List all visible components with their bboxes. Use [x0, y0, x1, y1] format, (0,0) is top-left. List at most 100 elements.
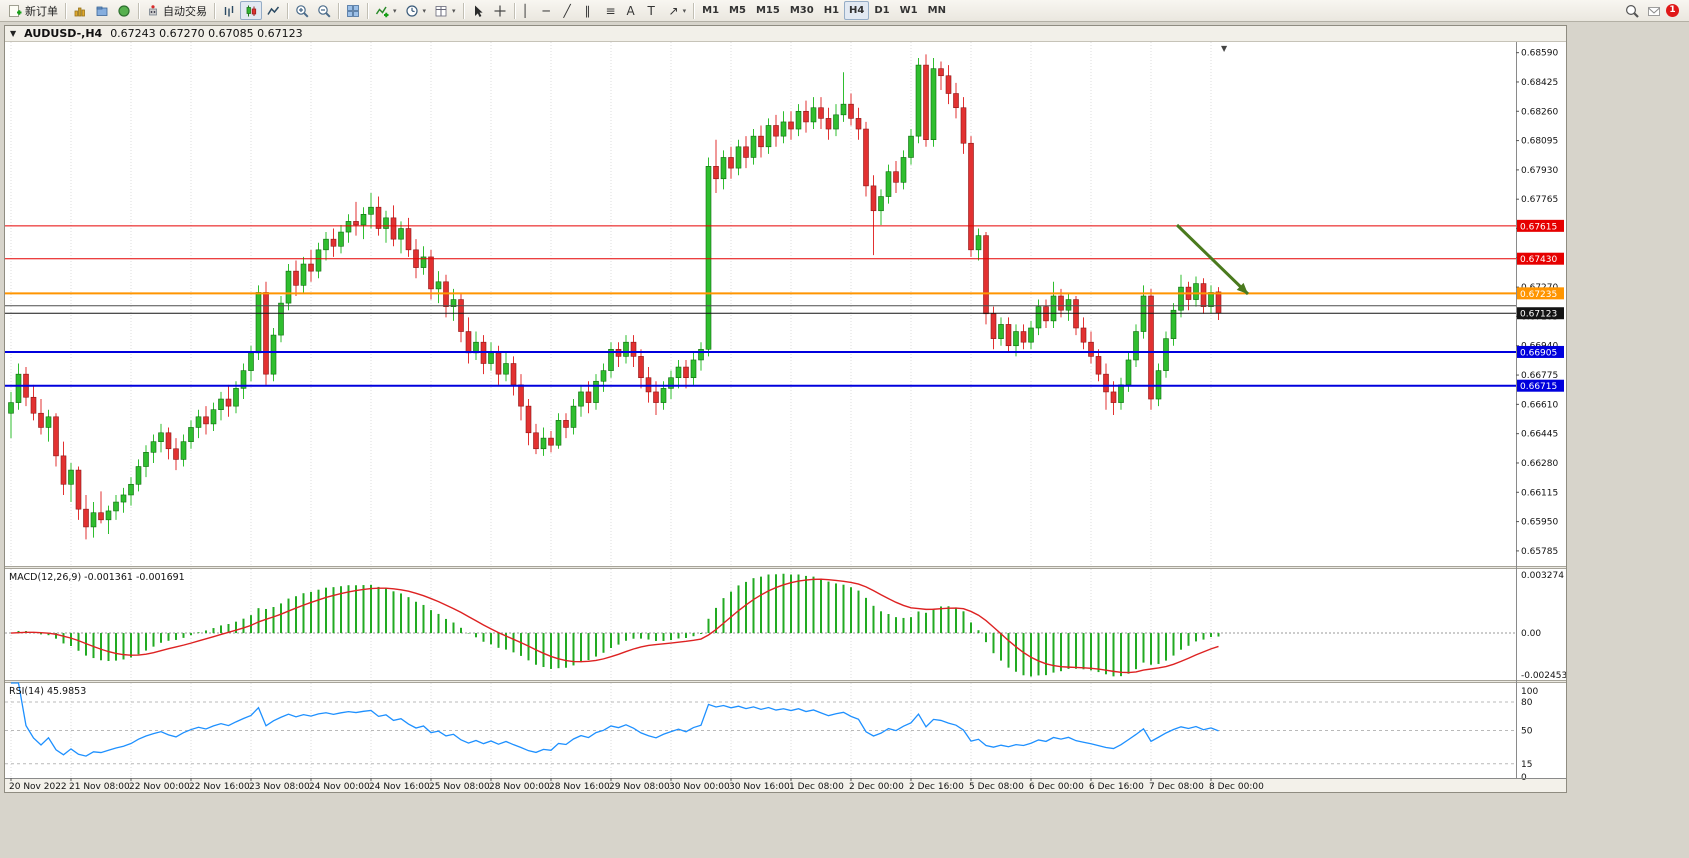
- svg-text:0.66445: 0.66445: [1521, 430, 1558, 440]
- svg-text:0.003274: 0.003274: [1521, 571, 1564, 581]
- svg-text:21 Nov 08:00: 21 Nov 08:00: [69, 782, 130, 792]
- timeframe-d1-button[interactable]: D1: [869, 1, 894, 20]
- arrows-icon: ↗: [668, 3, 679, 18]
- toolbar-chart-bars-button[interactable]: [218, 1, 240, 20]
- toolbar-templates-button[interactable]: ▾: [430, 1, 460, 20]
- svg-text:0.67930: 0.67930: [1521, 166, 1558, 176]
- svg-text:0.68095: 0.68095: [1521, 137, 1558, 147]
- svg-text:20 Nov 2022: 20 Nov 2022: [9, 782, 67, 792]
- search-icon: [1625, 4, 1639, 18]
- vertical-line-icon: │: [521, 3, 529, 18]
- svg-text:30 Nov 00:00: 30 Nov 00:00: [669, 782, 730, 792]
- toolbar-zoom-in-button[interactable]: [291, 1, 313, 20]
- timeframe-h4-button[interactable]: H4: [844, 1, 870, 20]
- caret-down-icon: ▾: [422, 6, 427, 15]
- toolbar-trendline-button[interactable]: ╱: [560, 1, 581, 20]
- toolbar-separator: [138, 2, 139, 19]
- toolbar-profiles-button[interactable]: [91, 1, 113, 20]
- toolbar-new-order-button[interactable]: 新订单: [4, 1, 62, 20]
- chart-symbol: AUDUSD-,H4: [24, 27, 103, 40]
- toolbar-fibonacci-button[interactable]: ≡: [602, 1, 623, 20]
- indicators-icon: [375, 6, 389, 17]
- crosshair-icon: [494, 5, 506, 16]
- timeframe-m5-button[interactable]: M5: [724, 1, 751, 20]
- toolbar-indicators-button[interactable]: ▾: [371, 1, 401, 20]
- chart-line-icon: [267, 6, 280, 15]
- toolbar-navigator-button[interactable]: [113, 1, 135, 20]
- svg-text:29 Nov 08:00: 29 Nov 08:00: [609, 782, 670, 792]
- toolbar-tile-windows-button[interactable]: [342, 1, 364, 20]
- svg-text:0.68260: 0.68260: [1521, 107, 1558, 117]
- svg-text:22 Nov 00:00: 22 Nov 00:00: [129, 782, 190, 792]
- toolbar-chart-line-button[interactable]: [262, 1, 284, 20]
- collapse-icon[interactable]: ▼: [10, 29, 17, 38]
- timeframe-m1-button[interactable]: M1: [697, 1, 724, 20]
- price-tag-0.66715: [1517, 379, 1564, 392]
- panel-splitter[interactable]: [5, 566, 1566, 569]
- zoom-in-icon: [296, 4, 309, 18]
- svg-text:0.67615: 0.67615: [1520, 222, 1557, 232]
- svg-text:0.67123: 0.67123: [1520, 310, 1557, 320]
- svg-text:0.66715: 0.66715: [1520, 382, 1557, 392]
- toolbar-text-label-button[interactable]: T: [644, 1, 665, 20]
- svg-text:25 Nov 08:00: 25 Nov 08:00: [429, 782, 490, 792]
- toolbar-horizontal-line-button[interactable]: ─: [539, 1, 560, 20]
- svg-text:30 Nov 16:00: 30 Nov 16:00: [729, 782, 790, 792]
- templates-icon: [435, 5, 447, 16]
- toolbar-vertical-line-button[interactable]: │: [518, 1, 539, 20]
- toolbar-mailbox-button[interactable]: 1: [1643, 1, 1683, 20]
- chart-shift-marker[interactable]: ▼: [1221, 44, 1228, 53]
- price-tag-0.67430: [1517, 252, 1564, 265]
- timeframe-w1-button[interactable]: W1: [895, 1, 923, 20]
- toolbar-zoom-out-button[interactable]: [313, 1, 335, 20]
- chart-canvas[interactable]: ▼ 0.68590 0.68425 0.68260 0.68095 0.67930 0.67…: [5, 42, 1566, 792]
- timeframe-m15-button[interactable]: M15: [751, 1, 785, 20]
- profiles-icon: [96, 6, 108, 16]
- svg-text:7 Dec 08:00: 7 Dec 08:00: [1149, 782, 1204, 792]
- horizontal-lines[interactable]: [5, 225, 1516, 387]
- svg-text:-0.002453: -0.002453: [1521, 671, 1566, 681]
- svg-text:0.65785: 0.65785: [1521, 547, 1558, 557]
- notification-badge[interactable]: 1: [1666, 4, 1679, 17]
- toolbar-text-button[interactable]: A: [623, 1, 644, 20]
- toolbar-periods-button[interactable]: ▾: [401, 1, 431, 20]
- svg-text:0.67765: 0.67765: [1521, 195, 1558, 205]
- toolbar-crosshair-button[interactable]: [489, 1, 511, 20]
- timeframe-mn-button[interactable]: MN: [923, 1, 951, 20]
- macd-signal-line: [10, 578, 1219, 674]
- toolbar-separator: [214, 2, 215, 19]
- trendline-icon: ╱: [563, 3, 571, 18]
- rsi-line: [11, 682, 1219, 757]
- timeframe-h1-button[interactable]: H1: [819, 1, 844, 20]
- toolbar-cursor-button[interactable]: [467, 1, 489, 20]
- toolbar-market-watch-button[interactable]: [69, 1, 91, 20]
- toolbar-separator: [287, 2, 288, 19]
- toolbar-separator: [462, 2, 464, 19]
- timeframe-m30-button[interactable]: M30: [785, 1, 819, 20]
- toolbar-search-button[interactable]: [1621, 1, 1643, 20]
- toolbar-auto-trading-button[interactable]: 自动交易: [142, 1, 211, 20]
- panel-splitter[interactable]: [5, 680, 1566, 683]
- toolbar: 新订单 自动交易 ▾ ▾ ▾ │ ─ ╱ ∥ ≡ A T ↗ ▾ M1 M5 M15 M30 H1 H4 D1 W1 MN …: [0, 0, 1689, 22]
- macd-histogram: [17, 573, 1220, 677]
- trend-arrow[interactable]: [1175, 223, 1250, 296]
- time-axis[interactable]: 20 Nov 2022 21 Nov 08:00 22 Nov 00:00 22 No…: [5, 778, 1566, 792]
- fibonacci-icon: ≡: [605, 3, 616, 18]
- price-tag-0.67615: [1517, 219, 1564, 232]
- toolbar-chart-candles-button[interactable]: [240, 1, 262, 20]
- svg-text:0.67235: 0.67235: [1520, 290, 1557, 300]
- price-axis[interactable]: 0.68590 0.68425 0.68260 0.68095 0.67930 0.677…: [1516, 49, 1564, 557]
- chart-candles-icon: [246, 5, 257, 16]
- macd-axis[interactable]: 0.003274 0.00 -0.002453: [1521, 571, 1566, 681]
- auto-trading-icon: [149, 4, 157, 15]
- toolbar-equidistant-channel-button[interactable]: ∥: [581, 1, 602, 20]
- svg-text:24 Nov 00:00: 24 Nov 00:00: [309, 782, 370, 792]
- new-order-label: 新订单: [25, 4, 58, 18]
- mailbox-icon: [1648, 6, 1660, 16]
- svg-text:24 Nov 16:00: 24 Nov 16:00: [369, 782, 430, 792]
- price-tag-0.67123: [1517, 307, 1564, 320]
- chart-caption: ▼ AUDUSD-,H4 0.67243 0.67270 0.67085 0.6…: [5, 26, 1566, 42]
- svg-text:15: 15: [1521, 760, 1532, 770]
- svg-text:2 Dec 00:00: 2 Dec 00:00: [849, 782, 904, 792]
- toolbar-arrows-button[interactable]: ↗ ▾: [665, 1, 691, 20]
